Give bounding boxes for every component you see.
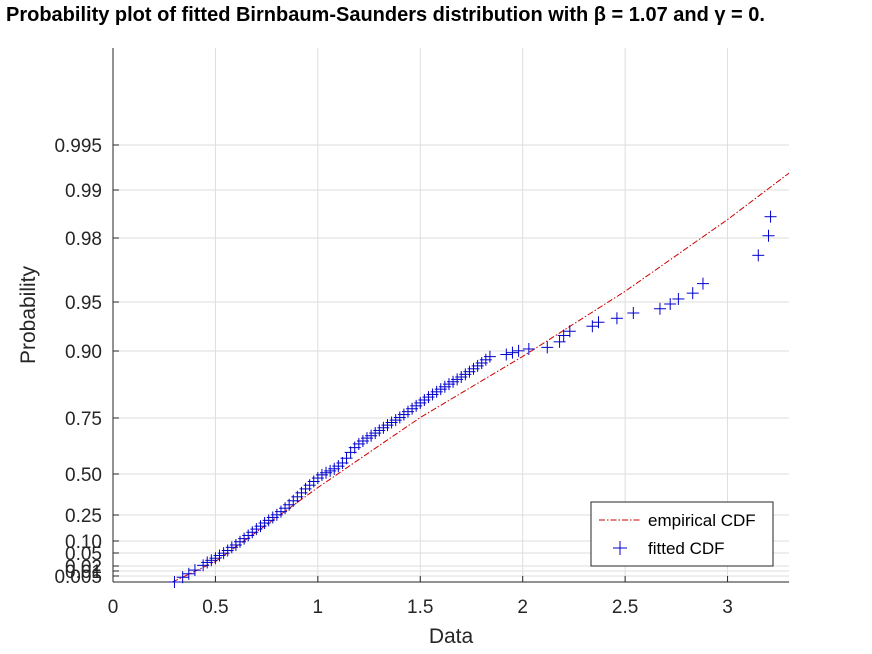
fitted-cdf-point [586,320,599,333]
fitted-cdf-point [541,341,554,354]
y-tick-label: 0.02 [65,557,102,578]
y-tick-label: 0.25 [65,506,102,527]
x-tick-label: 0 [108,597,119,618]
x-ticks: 0 0.5 1 1.5 2 2.5 3 [108,576,733,618]
fitted-cdf-point [752,249,765,262]
fitted-cdf-point [506,346,519,359]
fitted-cdf-point [764,210,777,223]
fitted-cdf-point [512,344,525,357]
fitted-cdf-point [182,567,195,580]
y-tick-label: 0.50 [65,465,102,486]
x-tick-label: 1.5 [407,597,433,618]
fitted-cdf-point [563,325,576,338]
y-tick-label: 0.95 [65,293,102,314]
axes [112,48,789,583]
fitted-cdf-point [592,316,605,329]
y-tick-label: 0.98 [65,229,102,250]
y-axis-label: Probability [17,265,40,364]
fitted-cdf-point [188,564,201,577]
fitted-cdf-point [483,350,496,363]
fitted-cdf-point [672,292,685,305]
y-tick-label: 0.995 [54,136,102,157]
fitted-cdf-point [762,229,775,242]
fitted-cdf-point [168,576,181,588]
series-layer [168,172,790,588]
x-tick-label: 1 [313,597,324,618]
x-tick-label: 3 [722,597,733,618]
fitted-cdf-point [522,342,535,355]
x-axis-label: Data [429,625,474,648]
fitted-cdf-point [500,348,513,361]
x-tick-label: 2.5 [612,597,638,618]
fitted-cdf-point [627,306,640,319]
empirical-cdf-line [172,172,790,583]
y-tick-label: 0.01 [65,562,102,583]
y-tick-label: 0.05 [65,544,102,565]
legend: empirical CDF fitted CDF [590,501,774,567]
fitted-cdf-point [610,312,623,325]
y-tick-label: 0.75 [65,409,102,430]
legend-label-fitted: fitted CDF [648,539,725,558]
fitted-cdf-point [686,287,699,300]
x-tick-label: 0.5 [202,597,228,618]
y-tick-label: 0.90 [65,342,102,363]
legend-label-empirical: empirical CDF [648,511,756,530]
fitted-cdf-point [557,329,570,342]
y-tick-label: 0.99 [65,181,102,202]
fitted-cdf-point [664,297,677,310]
legend-marker-swatch [613,541,627,555]
x-tick-label: 2 [517,597,528,618]
y-tick-label: 0.005 [54,567,102,588]
fitted-cdf-point [176,571,189,584]
chart-title: Probability plot of fitted Birnbaum-Saun… [6,4,765,26]
legend-box [590,501,774,567]
y-tick-label: 0.10 [65,532,102,553]
fitted-cdf-point [696,277,709,290]
fitted-cdf-point [653,302,666,315]
fitted-cdf-point [553,335,566,348]
